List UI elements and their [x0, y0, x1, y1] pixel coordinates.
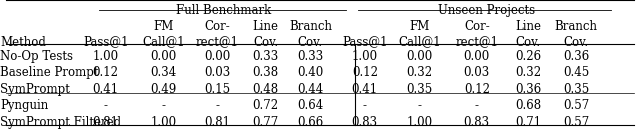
Text: 0.36: 0.36: [515, 83, 541, 96]
Text: Pass@1: Pass@1: [342, 36, 388, 49]
Text: -: -: [216, 99, 220, 112]
Text: 0.64: 0.64: [297, 99, 324, 112]
Text: 0.38: 0.38: [253, 66, 278, 79]
Text: 0.40: 0.40: [297, 66, 324, 79]
Text: No-Op Tests: No-Op Tests: [0, 50, 73, 63]
Text: 0.03: 0.03: [204, 66, 231, 79]
Text: Branch: Branch: [289, 20, 332, 33]
Text: 0.57: 0.57: [563, 116, 589, 129]
Text: Method: Method: [0, 36, 46, 49]
Text: 0.41: 0.41: [93, 83, 118, 96]
Text: FM: FM: [409, 20, 429, 33]
Text: 0.66: 0.66: [297, 116, 324, 129]
Text: -: -: [104, 99, 108, 112]
Text: -: -: [161, 99, 165, 112]
Text: 0.03: 0.03: [463, 66, 490, 79]
Text: Line: Line: [515, 20, 541, 33]
Text: Cov.: Cov.: [298, 36, 323, 49]
Text: 0.26: 0.26: [515, 50, 541, 63]
Text: -: -: [363, 99, 367, 112]
Text: Pass@1: Pass@1: [83, 36, 129, 49]
Text: -: -: [475, 99, 479, 112]
Text: 0.44: 0.44: [297, 83, 324, 96]
Text: rect@1: rect@1: [196, 36, 239, 49]
Text: 0.32: 0.32: [515, 66, 541, 79]
Text: Pynguin: Pynguin: [0, 99, 48, 112]
Text: Branch: Branch: [554, 20, 598, 33]
Text: SymPrompt: SymPrompt: [0, 83, 70, 96]
Text: 0.33: 0.33: [297, 50, 324, 63]
Text: 0.33: 0.33: [252, 50, 279, 63]
Text: 0.36: 0.36: [563, 50, 589, 63]
Text: 0.81: 0.81: [205, 116, 230, 129]
Text: 0.57: 0.57: [563, 99, 589, 112]
Text: Call@1: Call@1: [142, 36, 184, 49]
Text: Cov.: Cov.: [515, 36, 541, 49]
Text: 1.00: 1.00: [406, 116, 432, 129]
Text: 0.83: 0.83: [464, 116, 490, 129]
Text: rect@1: rect@1: [455, 36, 499, 49]
Text: FM: FM: [153, 20, 173, 33]
Text: 0.68: 0.68: [515, 99, 541, 112]
Text: 0.83: 0.83: [352, 116, 378, 129]
Text: 1.00: 1.00: [93, 50, 118, 63]
Text: Cor-: Cor-: [205, 20, 230, 33]
Text: 0.72: 0.72: [253, 99, 278, 112]
Text: 1.00: 1.00: [352, 50, 378, 63]
Text: Unseen Projects: Unseen Projects: [438, 4, 535, 17]
Text: Baseline Prompt: Baseline Prompt: [0, 66, 99, 79]
Text: 0.34: 0.34: [150, 66, 177, 79]
Text: 0.00: 0.00: [204, 50, 231, 63]
Text: Full Benchmark: Full Benchmark: [177, 4, 271, 17]
Text: Cov.: Cov.: [563, 36, 589, 49]
Text: 0.00: 0.00: [406, 50, 433, 63]
Text: SymPrompt Filtered: SymPrompt Filtered: [0, 116, 121, 129]
Text: Call@1: Call@1: [398, 36, 440, 49]
Text: 0.15: 0.15: [205, 83, 230, 96]
Text: 0.45: 0.45: [563, 66, 589, 79]
Text: Line: Line: [253, 20, 278, 33]
Text: 0.77: 0.77: [252, 116, 279, 129]
Text: 1.00: 1.00: [150, 116, 176, 129]
Text: -: -: [417, 99, 421, 112]
Text: Cov.: Cov.: [253, 36, 278, 49]
Text: 0.41: 0.41: [352, 83, 378, 96]
Text: 0.12: 0.12: [93, 66, 118, 79]
Text: 0.00: 0.00: [463, 50, 490, 63]
Text: 0.81: 0.81: [93, 116, 118, 129]
Text: 0.32: 0.32: [406, 66, 432, 79]
Text: 0.35: 0.35: [563, 83, 589, 96]
Text: 0.49: 0.49: [150, 83, 177, 96]
Text: 0.12: 0.12: [464, 83, 490, 96]
Text: 0.71: 0.71: [515, 116, 541, 129]
Text: 0.12: 0.12: [352, 66, 378, 79]
Text: 0.00: 0.00: [150, 50, 177, 63]
Text: 0.48: 0.48: [253, 83, 278, 96]
Text: Cor-: Cor-: [464, 20, 490, 33]
Text: 0.35: 0.35: [406, 83, 433, 96]
